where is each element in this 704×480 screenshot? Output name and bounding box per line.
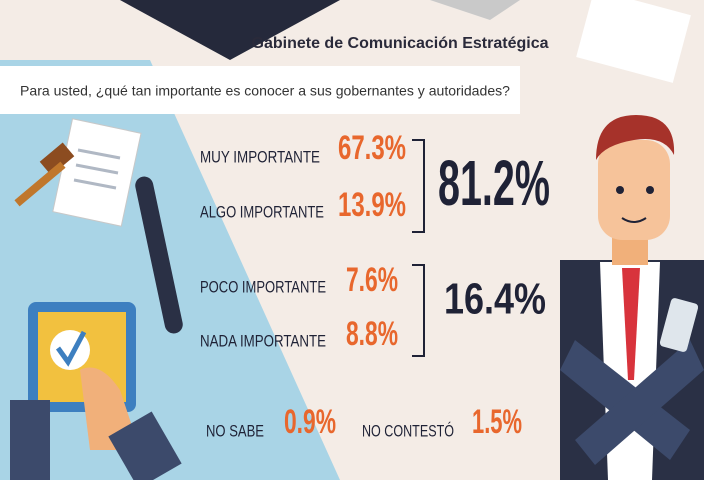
group-total: 81.2% xyxy=(438,147,550,219)
other-label: NO CONTESTÓ xyxy=(362,421,454,440)
question: Para usted, ¿qué tan importante es conoc… xyxy=(20,83,510,99)
response-value: 67.3% xyxy=(338,129,406,167)
title: Gabinete de Comunicación Estratégica xyxy=(252,35,549,52)
brackets xyxy=(412,139,425,357)
response-value: 7.6% xyxy=(346,261,398,299)
other-value: 0.9% xyxy=(284,403,336,441)
response-label: MUY IMPORTANTE xyxy=(200,147,320,166)
group-total: 16.4% xyxy=(444,275,546,324)
response-label: NADA IMPORTANTE xyxy=(200,331,326,350)
other-label: NO SABE xyxy=(206,421,264,440)
gavel-and-document xyxy=(14,118,183,334)
other-value: 1.5% xyxy=(472,403,522,441)
response-value: 8.8% xyxy=(346,315,398,353)
response-label: ALGO IMPORTANTE xyxy=(200,202,324,221)
man-illustration xyxy=(560,115,704,480)
tablet xyxy=(10,302,182,480)
response-value: 13.9% xyxy=(338,186,406,224)
response-label: POCO IMPORTANTE xyxy=(200,277,326,296)
